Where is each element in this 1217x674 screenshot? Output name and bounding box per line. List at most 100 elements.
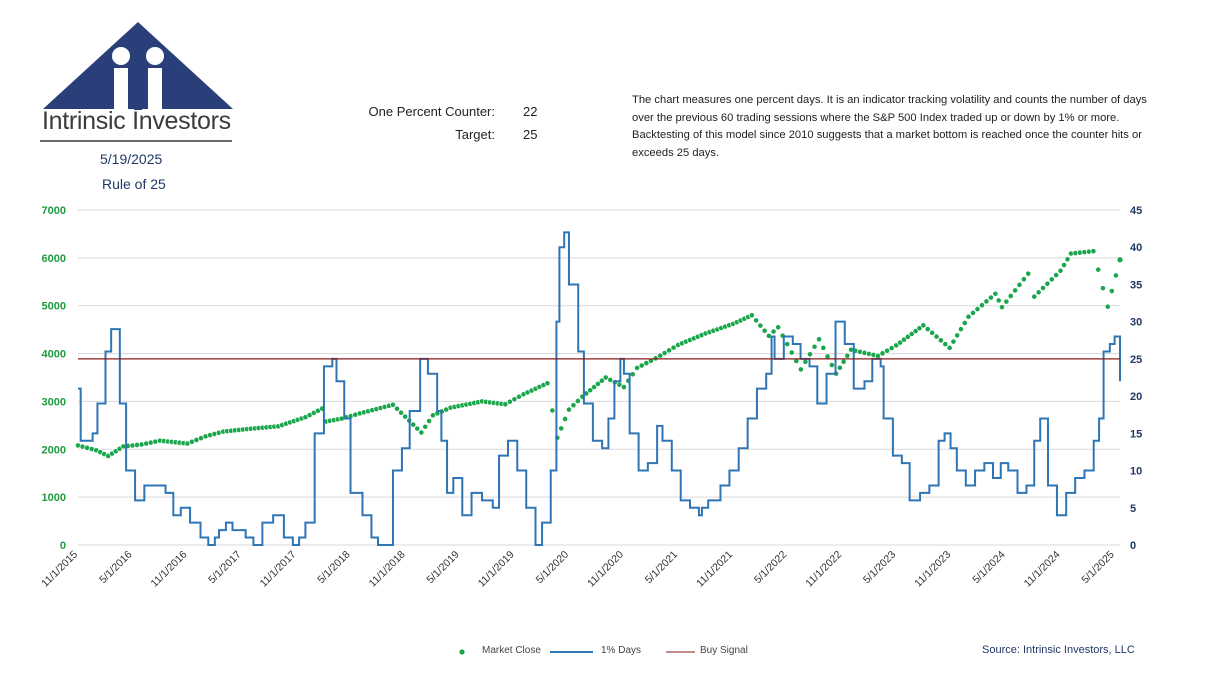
market-close-point — [933, 333, 940, 340]
market-close-point — [988, 294, 994, 301]
market-close-point — [1012, 287, 1019, 294]
market-close-point — [562, 416, 568, 422]
legend-buy-signal: Buy Signal — [700, 645, 748, 656]
market-close-point — [929, 329, 936, 336]
market-close-point — [816, 336, 822, 343]
market-close-point — [1061, 262, 1067, 268]
market-close-point — [1035, 289, 1042, 296]
logo-body-left — [114, 68, 128, 110]
market-close-point — [390, 401, 396, 408]
logo-body-right — [148, 68, 162, 110]
company-logo — [43, 22, 233, 110]
source-note: Source: Intrinsic Investors, LLC — [982, 644, 1135, 656]
market-close-point — [629, 371, 636, 378]
logo-gap — [134, 62, 142, 110]
y-right-tick-label: 25 — [1130, 354, 1142, 366]
x-tick-label: 5/1/2024 — [970, 549, 1007, 586]
market-close-point — [884, 347, 890, 354]
market-close-point — [753, 317, 760, 324]
target-value: 25 — [523, 127, 538, 142]
market-close-point — [958, 326, 964, 333]
market-close-point — [912, 328, 919, 334]
market-close-point — [607, 376, 614, 383]
x-tick-label: 5/1/2023 — [861, 549, 898, 586]
y-left-tick-label: 1000 — [42, 492, 66, 504]
market-close-point — [942, 341, 949, 347]
market-close-point — [398, 409, 404, 416]
market-close-point — [1031, 293, 1038, 300]
market-close-point — [598, 377, 605, 384]
x-tick-label: 5/1/2025 — [1079, 549, 1116, 586]
market-close-point — [946, 344, 953, 351]
y-right-tick-label: 35 — [1130, 279, 1142, 291]
market-close-point — [410, 421, 417, 428]
y-right-tick-label: 10 — [1130, 466, 1142, 478]
market-close-point — [414, 425, 421, 432]
market-close-point — [1003, 298, 1010, 305]
market-close-point — [394, 405, 400, 412]
market-close-point — [566, 406, 572, 413]
market-close-point — [570, 402, 577, 409]
market-close-point — [1040, 285, 1046, 291]
market-close-point — [761, 327, 768, 334]
market-close-point — [418, 429, 425, 436]
market-close-point — [811, 343, 818, 350]
market-close-point — [544, 380, 551, 387]
market-close-point — [587, 387, 594, 394]
market-close-point — [950, 338, 957, 345]
market-close-point — [1057, 267, 1064, 274]
y-right-tick-label: 15 — [1130, 428, 1142, 440]
y-right-tick-label: 40 — [1130, 242, 1142, 254]
market-close-point — [1117, 257, 1123, 263]
market-close-point — [549, 407, 556, 414]
market-close-point — [844, 352, 851, 359]
market-close-point — [1053, 272, 1060, 278]
x-tick-label: 5/1/2018 — [315, 549, 352, 586]
y-left-tick-label: 0 — [60, 540, 66, 552]
market-close-point — [621, 384, 627, 390]
logo-wordmark: Intrinsic Investors — [42, 107, 231, 135]
market-close-point — [916, 325, 923, 332]
market-close-point — [807, 351, 813, 358]
market-close-point — [1090, 248, 1097, 255]
one-percent-days-line — [78, 231, 1121, 546]
x-tick-label: 11/1/2023 — [912, 549, 953, 590]
y-right-tick-label: 0 — [1130, 540, 1136, 552]
market-close-point — [1016, 281, 1023, 288]
market-close-point — [634, 365, 641, 371]
market-close-point — [757, 322, 764, 329]
y-right-tick-label: 45 — [1130, 205, 1142, 217]
market-close-point — [836, 364, 843, 371]
market-close-point — [954, 332, 961, 339]
logo-head-left — [112, 47, 130, 65]
market-close-point — [770, 328, 777, 335]
y-right-tick-label: 20 — [1130, 391, 1142, 403]
market-close-point — [666, 347, 672, 354]
chart-description: The chart measures one percent days. It … — [632, 94, 1147, 159]
market-close-point — [657, 352, 664, 359]
x-tick-label: 11/1/2022 — [803, 549, 844, 590]
x-tick-label: 11/1/2020 — [585, 549, 626, 590]
market-close-point — [426, 418, 433, 424]
x-tick-label: 5/1/2022 — [752, 549, 789, 586]
x-tick-label: 5/1/2019 — [424, 549, 461, 586]
market-close-point — [1064, 256, 1071, 263]
report-date: 5/19/2025 — [100, 151, 163, 167]
logo-head-right — [146, 47, 164, 65]
target-label: Target: — [455, 127, 495, 142]
market-close-point — [893, 342, 900, 349]
market-close-point — [920, 322, 927, 329]
market-close-point — [788, 349, 795, 356]
market-close-point — [802, 358, 809, 365]
market-close-point — [904, 333, 911, 340]
y-left-tick-label: 3000 — [42, 396, 66, 408]
market-close-point — [558, 425, 565, 432]
x-tick-label: 5/1/2021 — [643, 549, 680, 586]
market-close-point — [602, 374, 609, 381]
market-close-point — [879, 350, 886, 357]
market-close-point — [824, 353, 831, 360]
logo-underline — [40, 140, 232, 142]
market-close-point — [1044, 280, 1051, 287]
market-close-point — [983, 298, 990, 305]
